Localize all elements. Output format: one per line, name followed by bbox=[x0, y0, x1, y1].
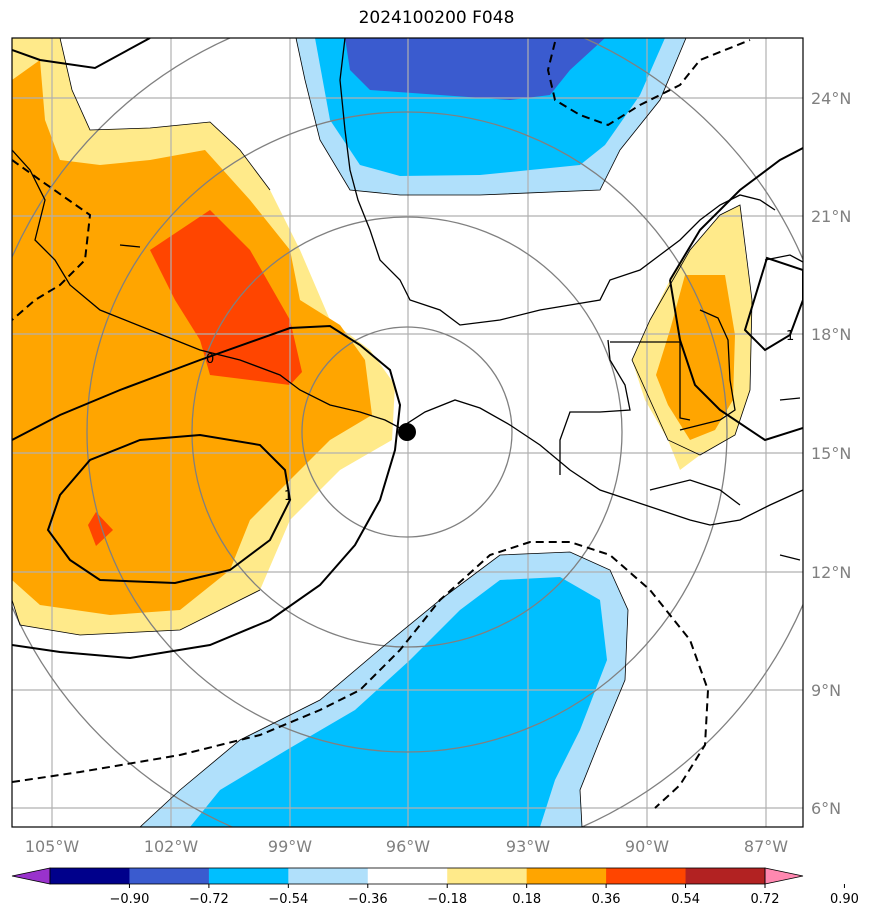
lat-label: 6°N bbox=[811, 799, 841, 818]
lat-label: 15°N bbox=[811, 444, 851, 463]
lat-label: 24°N bbox=[811, 89, 851, 108]
colorbar-outline bbox=[49, 867, 766, 885]
colorbar-segment bbox=[685, 868, 766, 884]
colorbar-tick-label: 0.54 bbox=[671, 892, 700, 907]
colorbar-segment bbox=[288, 868, 369, 884]
fill-neg-strong-north bbox=[345, 38, 605, 100]
solid-contour-nw bbox=[12, 38, 151, 70]
colorbar-segment bbox=[367, 868, 448, 884]
lon-label: 90°W bbox=[625, 837, 669, 856]
fill-pos-mid-west bbox=[12, 60, 372, 615]
storm-center-marker bbox=[398, 423, 416, 441]
lon-label: 96°W bbox=[386, 837, 430, 856]
colorbar-extend-max bbox=[764, 867, 804, 885]
solid-contour-1 bbox=[12, 324, 402, 660]
colorbar-segment bbox=[606, 868, 687, 884]
lon-label: 105°W bbox=[25, 837, 80, 856]
solid-contour-inner bbox=[46, 433, 292, 585]
coastlines bbox=[12, 38, 803, 561]
contour-label-zero: 0 bbox=[206, 352, 214, 367]
colorbar-tick-label: −0.72 bbox=[189, 892, 229, 907]
colorbar-tick-label: 0.90 bbox=[830, 892, 859, 907]
latitude-labels: 24°N 21°N 18°N 15°N 12°N 9°N 6°N bbox=[811, 89, 851, 818]
heavy-contours bbox=[12, 38, 803, 809]
negative-anomaly-north bbox=[296, 38, 686, 195]
lon-label: 87°W bbox=[744, 837, 788, 856]
fill-pos-strong-west-small bbox=[88, 512, 113, 546]
colorbar: −0.90 −0.72 −0.54 −0.36 −0.18 0.18 0.36 0.54 0.7… bbox=[11, 867, 859, 907]
thin-outline-contours bbox=[12, 38, 753, 827]
solid-contour-east-3 bbox=[743, 256, 803, 352]
map-title: 2024100200 F048 bbox=[358, 8, 515, 28]
lon-label: 99°W bbox=[268, 837, 312, 856]
colorbar-tick-label: −0.18 bbox=[427, 892, 467, 907]
colorbar-tick-label: 0.18 bbox=[512, 892, 541, 907]
lon-label: 102°W bbox=[144, 837, 199, 856]
lon-label: 93°W bbox=[506, 837, 550, 856]
colorbar-tick-label: −0.54 bbox=[268, 892, 308, 907]
fill-pos-strong-west bbox=[150, 210, 302, 385]
solid-contour-east bbox=[669, 147, 803, 281]
solid-contour-east-2 bbox=[669, 279, 803, 442]
colorbar-segment bbox=[526, 868, 607, 884]
graticule-grid bbox=[12, 38, 803, 827]
range-rings bbox=[12, 38, 803, 827]
fill-neg-mid-south bbox=[190, 577, 607, 827]
map-plot-area: 1 1 0 bbox=[12, 38, 803, 827]
lat-label: 21°N bbox=[811, 207, 851, 226]
contour-label-west: 1 bbox=[284, 489, 292, 504]
dashed-contour-south bbox=[12, 541, 710, 809]
longitude-labels: 105°W 102°W 99°W 96°W 93°W 90°W 87°W bbox=[25, 837, 788, 856]
colorbar-tick-label: 0.36 bbox=[592, 892, 621, 907]
colorbar-tick-label: 0.72 bbox=[751, 892, 780, 907]
positive-anomaly-west bbox=[12, 38, 395, 635]
colorbar-segment bbox=[129, 868, 210, 884]
colorbar-tick-label: −0.36 bbox=[348, 892, 388, 907]
lat-label: 18°N bbox=[811, 325, 851, 344]
lat-label: 12°N bbox=[811, 563, 851, 582]
colorbar-extend-min bbox=[11, 867, 51, 885]
colorbar-segment bbox=[50, 868, 130, 884]
map-frame bbox=[11, 37, 804, 828]
dashed-contour-north bbox=[546, 39, 751, 127]
colorbar-tick-label: −0.90 bbox=[110, 892, 150, 907]
contour-label-east: 1 bbox=[786, 329, 794, 344]
colorbar-segment bbox=[208, 868, 289, 884]
lat-label: 9°N bbox=[811, 681, 841, 700]
colorbar-segment bbox=[447, 868, 528, 884]
